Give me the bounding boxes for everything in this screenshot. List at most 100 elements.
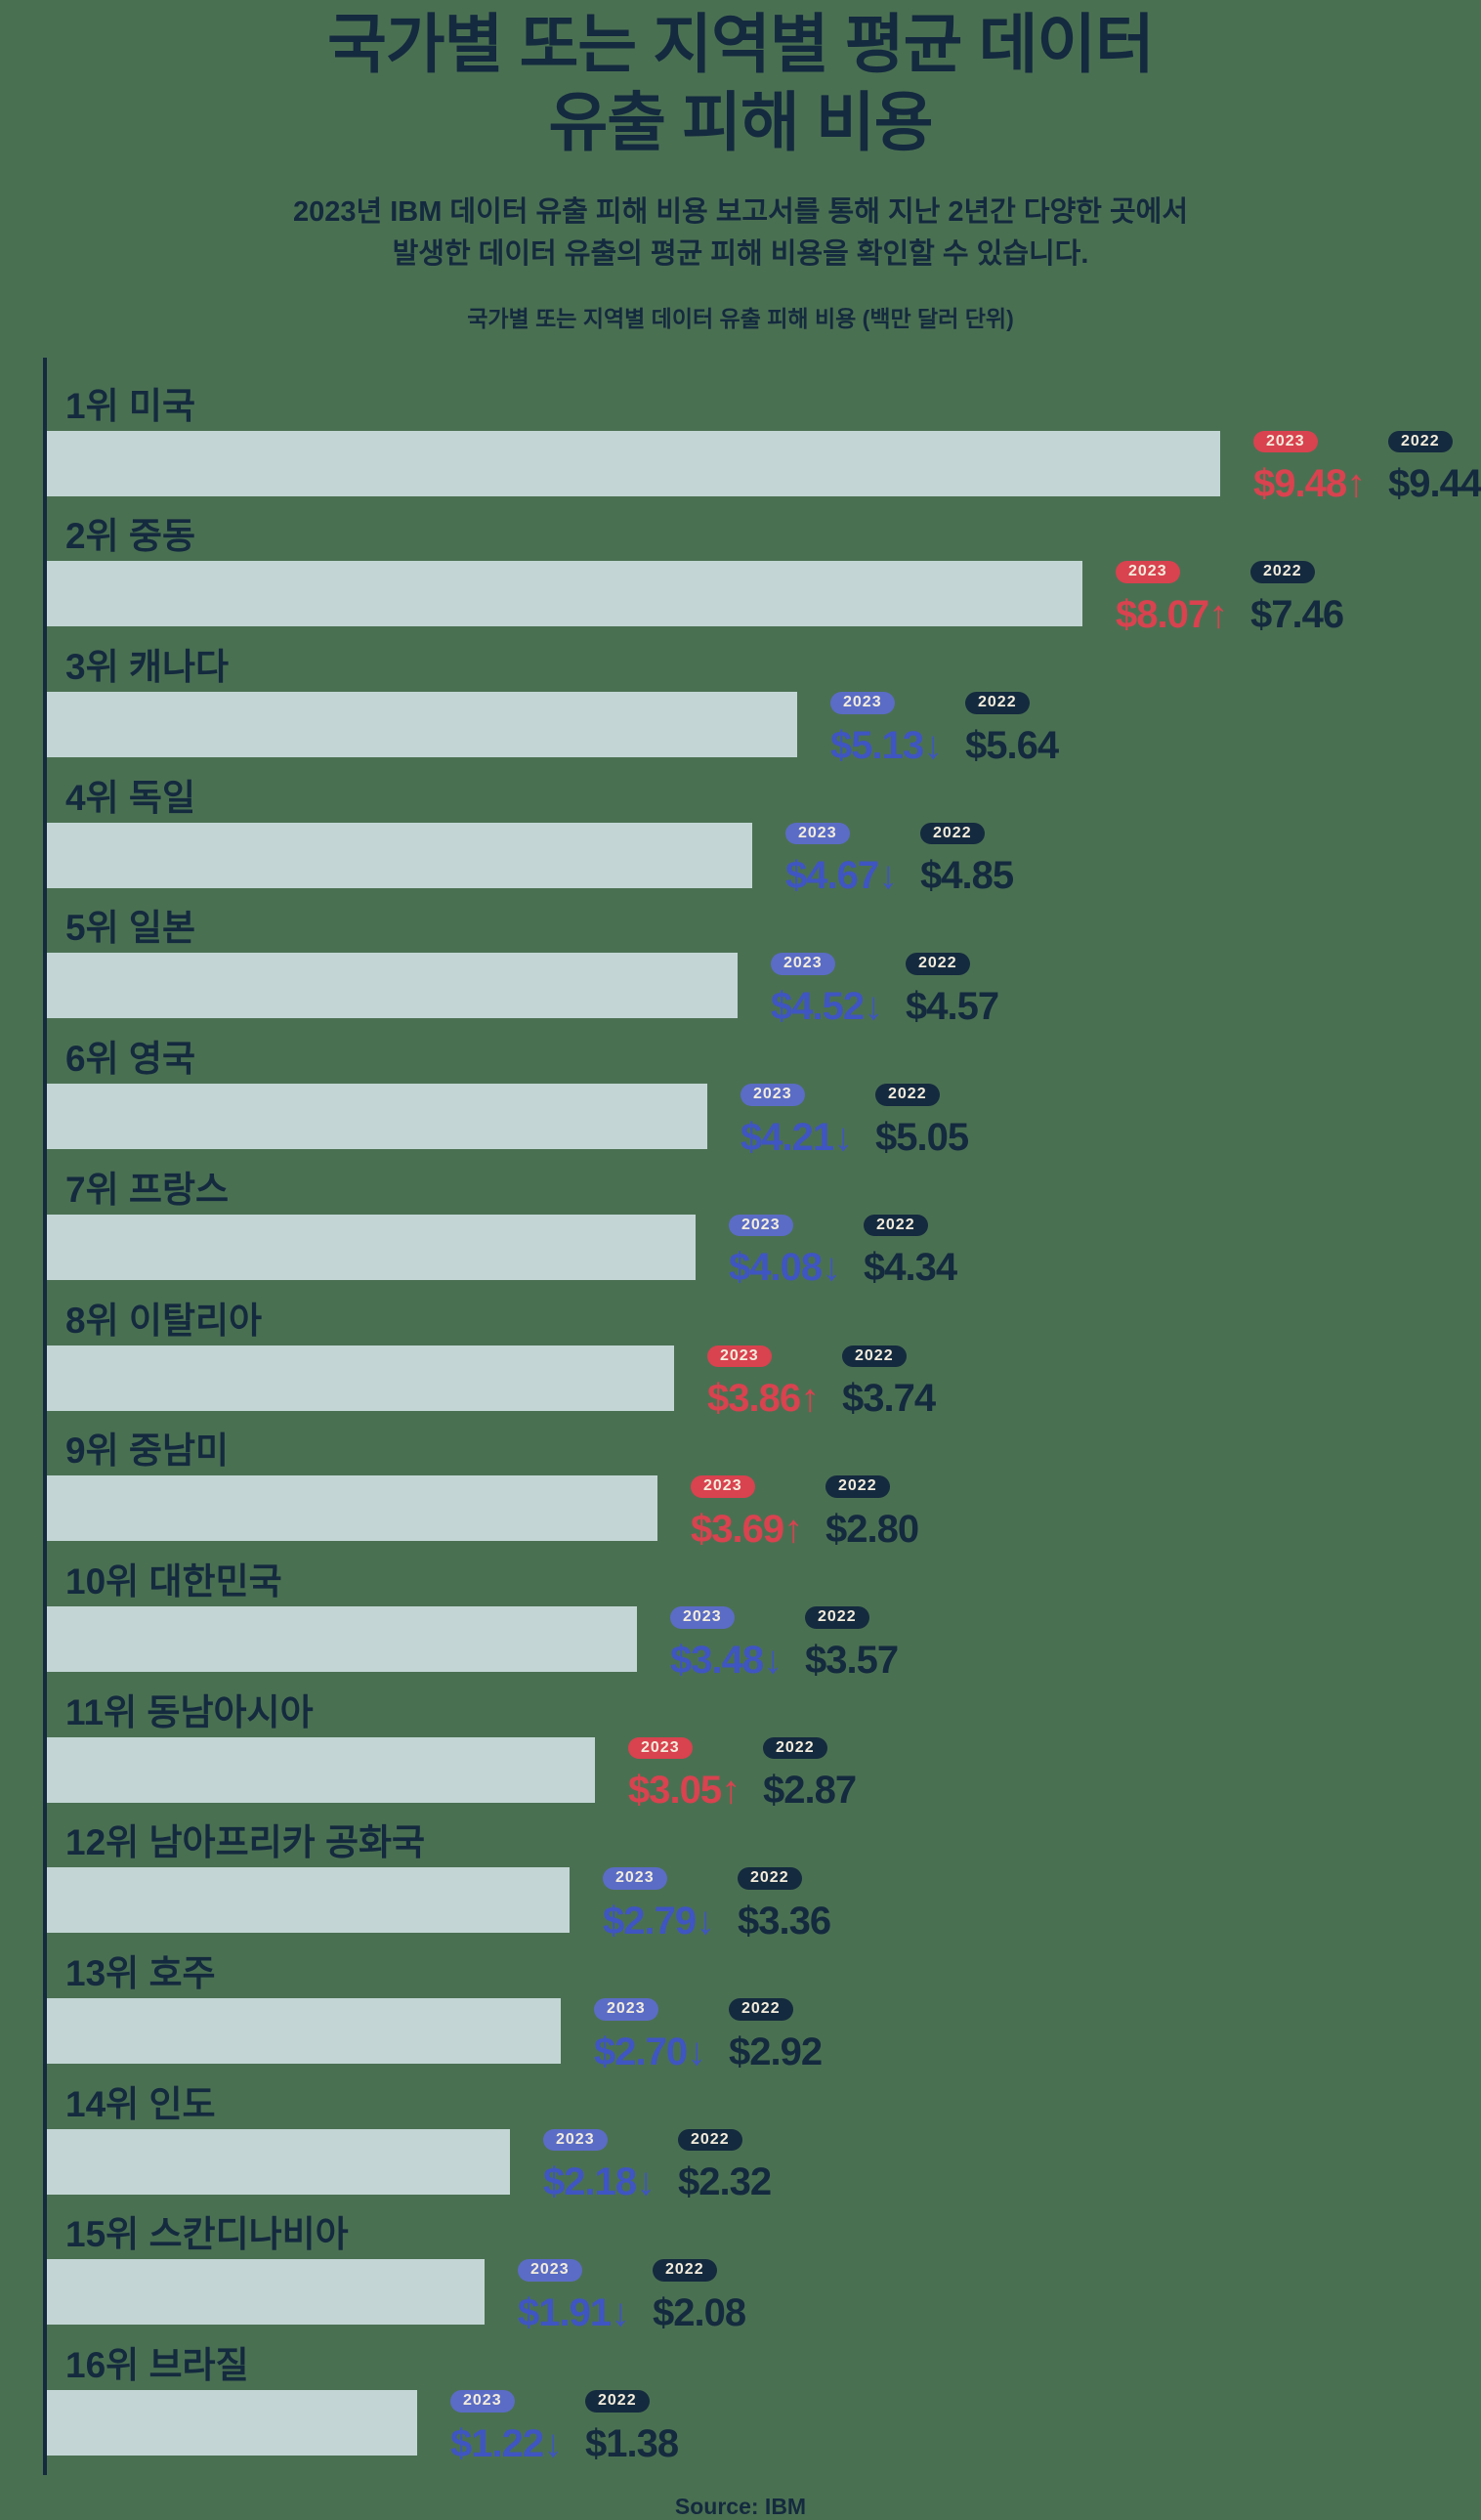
region-name: 미국 [118,385,195,426]
year-badge-2023: 2023 [707,1345,772,1368]
rank-text: 8위 [65,1300,119,1341]
region-name: 대한민국 [139,1560,282,1602]
year-badge-2023: 2023 [1253,430,1318,453]
value-annotations: 2023 $9.48↑ 2022 $9.44 [1253,430,1481,503]
year-badge-2023: 2023 [603,1867,667,1890]
current-year-column: 2023 $4.08↓ [729,1214,848,1290]
year-badge-2023: 2023 [729,1214,793,1237]
rank-text: 11위 [65,1691,138,1732]
country-label: 10위 대한민국 [43,1560,1481,1602]
previous-year-column: 2022 $5.05 [875,1084,994,1157]
chart-row: 5위 일본 2023 $4.52↓ 2022 $4.57 [43,909,1481,1040]
country-label: 4위 독일 [43,778,1481,819]
value-annotations: 2023 $2.70↓ 2022 $2.92 [594,1997,848,2072]
chart-row: 15위 스칸디나비아 2023 $1.91↓ 2022 $2.08 [43,2214,1481,2346]
previous-year-column: 2022 $7.46 [1250,561,1370,634]
value-2023: $2.79↓ [603,1899,715,1943]
country-label: 3위 캐나다 [43,647,1481,688]
subtitle: 2023년 IBM 데이터 유출 피해 비용 보고서를 통해 지난 2년간 다양… [0,192,1481,277]
value-2023: $5.13↓ [830,723,943,767]
current-year-column: 2023 $2.70↓ [594,1997,713,2072]
country-label: 5위 일본 [43,909,1481,949]
previous-year-column: 2022 $3.74 [842,1345,961,1421]
year-badge-2022: 2022 [763,1736,827,1760]
chart-rows: 1위 미국 2023 $9.48↑ 2022 $9.44 2위 중동 2023 $8.07↑ 2… [43,385,1481,2477]
current-year-column: 2023 $4.67↓ [785,822,905,898]
cost-bar [47,953,738,1019]
region-name: 중남미 [118,1431,230,1472]
current-year-column: 2023 $8.07↑ [1116,561,1235,634]
value-annotations: 2023 $4.08↓ 2022 $4.34 [729,1214,983,1290]
country-label: 8위 이탈리아 [43,1300,1481,1342]
rank-text: 3위 [65,647,119,688]
country-label: 9위 중남미 [43,1431,1481,1472]
rank-text: 1위 [65,385,119,426]
year-badge-2022: 2022 [965,692,1030,714]
previous-year-column: 2022 $1.38 [585,2390,704,2463]
chart-row: 3위 캐나다 2023 $5.13↓ 2022 $5.64 [43,647,1481,779]
value-annotations: 2023 $4.67↓ 2022 $4.85 [785,822,1039,898]
rank-text: 15위 [65,2214,140,2255]
value-2023: $1.91↓ [518,2290,630,2334]
previous-year-column: 2022 $4.57 [906,953,1025,1026]
chart-row: 11위 동남아시아 2023 $3.05↑ 2022 $2.87 [43,1691,1481,1824]
year-badge-2022: 2022 [738,1867,802,1890]
country-label: 6위 영국 [43,1039,1481,1080]
value-2022: $2.87 [763,1769,857,1813]
y-axis-line [43,357,47,2475]
rank-text: 14위 [65,2083,140,2124]
country-label: 16위 브라질 [43,2345,1481,2386]
chart-row: 10위 대한민국 2023 $3.48↓ 2022 $3.57 [43,1560,1481,1693]
year-badge-2022: 2022 [864,1214,928,1237]
current-year-column: 2023 $3.05↑ [628,1736,747,1813]
current-year-column: 2023 $1.22↓ [450,2390,570,2463]
value-2023: $4.52↓ [771,985,883,1029]
bar-chart: 1위 미국 2023 $9.48↑ 2022 $9.44 2위 중동 2023 $8.07↑ 2… [43,357,1481,2478]
current-year-column: 2023 $3.86↑ [707,1345,826,1418]
region-name: 브라질 [139,2345,249,2386]
value-2023: $4.08↓ [729,1246,841,1290]
region-name: 인도 [139,2083,216,2124]
previous-year-column: 2022 $3.57 [805,1605,924,1682]
chart-row: 12위 남아프리카 공화국 2023 $2.79↓ 2022 $3.36 [43,1822,1481,1954]
chart-row: 6위 영국 2023 $4.21↓ 2022 $5.05 [43,1039,1481,1171]
rank-text: 6위 [65,1039,119,1080]
value-2023: $8.07↑ [1116,593,1228,636]
chart-row: 1위 미국 2023 $9.48↑ 2022 $9.44 [43,385,1481,518]
value-annotations: 2023 $4.21↓ 2022 $5.05 [740,1084,994,1157]
value-2022: $3.36 [738,1899,831,1943]
value-2022: $4.85 [920,854,1014,898]
rank-text: 9위 [65,1431,119,1472]
country-label: 11위 동남아시아 [43,1691,1481,1733]
year-badge-2023: 2023 [594,1997,658,2021]
year-badge-2023: 2023 [740,1084,805,1106]
value-2022: $4.57 [906,985,999,1029]
value-2023: $3.69↑ [691,1507,803,1551]
value-2023: $4.67↓ [785,854,898,898]
rank-text: 16위 [65,2345,140,2386]
previous-year-column: 2022 $5.64 [965,692,1084,765]
chart-row: 13위 호주 2023 $2.70↓ 2022 $2.92 [43,1953,1481,2085]
year-badge-2022: 2022 [842,1345,907,1368]
previous-year-column: 2022 $9.44 [1388,430,1481,503]
region-name: 프랑스 [118,1169,230,1210]
year-badge-2022: 2022 [653,2259,717,2282]
cost-bar [47,822,752,888]
cost-bar [47,1214,696,1280]
footer: Source: IBM [0,2494,1481,2520]
value-2022: $3.74 [842,1377,936,1421]
previous-year-column: 2022 $2.92 [729,1997,848,2072]
value-annotations: 2023 $3.48↓ 2022 $3.57 [670,1605,924,1682]
year-badge-2022: 2022 [585,2390,650,2413]
subtitle-line-2: 발생한 데이터 유출의 평균 피해 비용을 확인할 수 있습니다. [392,238,1089,271]
value-2022: $3.57 [805,1638,899,1682]
value-2023: $1.22↓ [450,2421,563,2465]
value-annotations: 2023 $3.05↑ 2022 $2.87 [628,1736,882,1813]
chart-caption: 국가별 또는 지역별 데이터 유출 피해 비용 (백만 달러 단위) [467,305,1014,331]
current-year-column: 2023 $2.18↓ [543,2128,662,2201]
year-badge-2022: 2022 [920,822,985,845]
country-label: 13위 호주 [43,1953,1481,1994]
value-2023: $3.05↑ [628,1769,740,1813]
value-2023: $4.21↓ [740,1115,853,1159]
